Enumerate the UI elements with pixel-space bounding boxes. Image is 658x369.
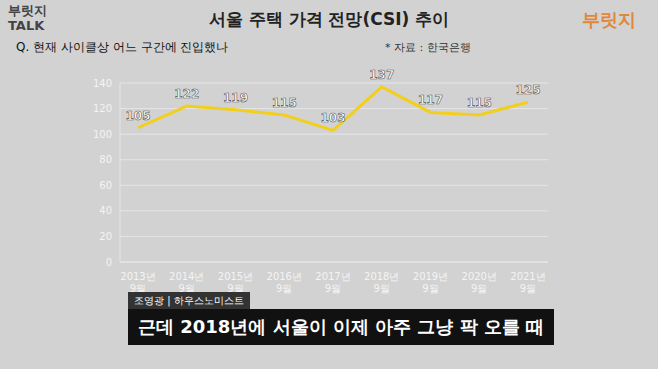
- svg-text:115: 115: [272, 96, 297, 110]
- svg-text:122: 122: [174, 87, 199, 101]
- svg-text:115: 115: [467, 96, 492, 110]
- svg-text:2014년9월: 2014년9월: [169, 271, 204, 294]
- svg-text:60: 60: [99, 180, 112, 191]
- svg-text:125: 125: [515, 83, 540, 97]
- svg-text:119: 119: [223, 91, 248, 105]
- svg-text:103: 103: [320, 111, 345, 125]
- svg-text:2018년9월: 2018년9월: [364, 271, 399, 294]
- html-text:근데 2018년에 서울이 이제 아주 그냥 팍 오를 때: 근데 2018년에 서울이 이제 아주 그냥 팍 오를 때: [138, 316, 545, 337]
- svg-text:2013년9월: 2013년9월: [120, 271, 155, 294]
- html-text:* 자료 : 한국은행: * 자료 : 한국은행: [385, 41, 471, 54]
- svg-text:20: 20: [99, 231, 112, 242]
- svg-text:2020년9월: 2020년9월: [462, 271, 497, 294]
- html-text:부릿지: 부릿지: [582, 9, 636, 30]
- svg-text:0: 0: [106, 257, 112, 268]
- svg-text:140: 140: [93, 78, 112, 89]
- svg-text:100: 100: [93, 129, 112, 140]
- html-text:부릿지: 부릿지: [8, 3, 47, 18]
- svg-text:2017년9월: 2017년9월: [315, 271, 350, 294]
- svg-text:2016년9월: 2016년9월: [267, 271, 302, 294]
- svg-text:40: 40: [99, 205, 112, 216]
- svg-text:117: 117: [418, 93, 443, 107]
- svg-text:2015년9월: 2015년9월: [218, 271, 253, 294]
- svg-text:80: 80: [99, 154, 112, 165]
- html-text:조영광 | 하우스노미스트: 조영광 | 하우스노미스트: [134, 295, 244, 306]
- html-text:Q. 현재 사이클상 어느 구간에 진입했나: Q. 현재 사이클상 어느 구간에 진입했나: [16, 40, 229, 54]
- svg-text:2019년9월: 2019년9월: [413, 271, 448, 294]
- html-text:TALK: TALK: [8, 18, 45, 33]
- html-text:서울 주택 가격 전망(CSI) 추이: 서울 주택 가격 전망(CSI) 추이: [208, 9, 450, 29]
- svg-text:137: 137: [369, 68, 394, 82]
- svg-text:105: 105: [125, 109, 150, 123]
- svg-text:120: 120: [93, 103, 112, 114]
- svg-text:2021년9월: 2021년9월: [510, 271, 545, 294]
